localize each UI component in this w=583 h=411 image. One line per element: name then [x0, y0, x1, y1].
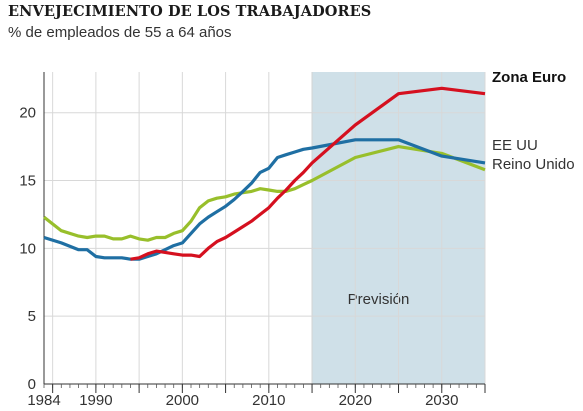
y-tick-label: 15: [19, 173, 36, 190]
y-tick-label: 20: [19, 105, 36, 122]
x-tick-label: 2020: [339, 392, 372, 409]
chart-title: ENVEJECIMIENTO DE LOS TRABAJADORES: [8, 3, 372, 20]
x-tick-label: 1984: [27, 392, 60, 409]
series-layer: [43, 86, 486, 261]
series-label-layer: Zona Euro EE UU Reino Unido: [492, 69, 575, 173]
y-tick-label: 10: [19, 240, 36, 257]
series-line-zona-euro: [130, 86, 486, 261]
axis-layer: 0 5 10 15 20 1984 1990 2000 2010 2020 2030: [19, 72, 486, 409]
series-line-reino-unido: [43, 145, 486, 242]
x-tick-label: 2030: [425, 392, 458, 409]
series-label-reino-unido: Reino Unido: [492, 156, 575, 173]
y-tick-label: 5: [28, 308, 36, 325]
x-tick-label: 1990: [79, 392, 112, 409]
x-tick-label: 2000: [166, 392, 199, 409]
x-tick-label: 2010: [252, 392, 285, 409]
chart-subtitle: % de empleados de 55 a 64 años: [8, 24, 232, 41]
series-label-zona-euro: Zona Euro: [492, 69, 566, 86]
series-line-ee-uu: [43, 138, 486, 261]
grid-layer: [44, 72, 486, 384]
series-label-ee-uu: EE UU: [492, 137, 538, 154]
forecast-label: Previsión: [348, 291, 410, 308]
y-tick-label: 0: [28, 376, 36, 393]
